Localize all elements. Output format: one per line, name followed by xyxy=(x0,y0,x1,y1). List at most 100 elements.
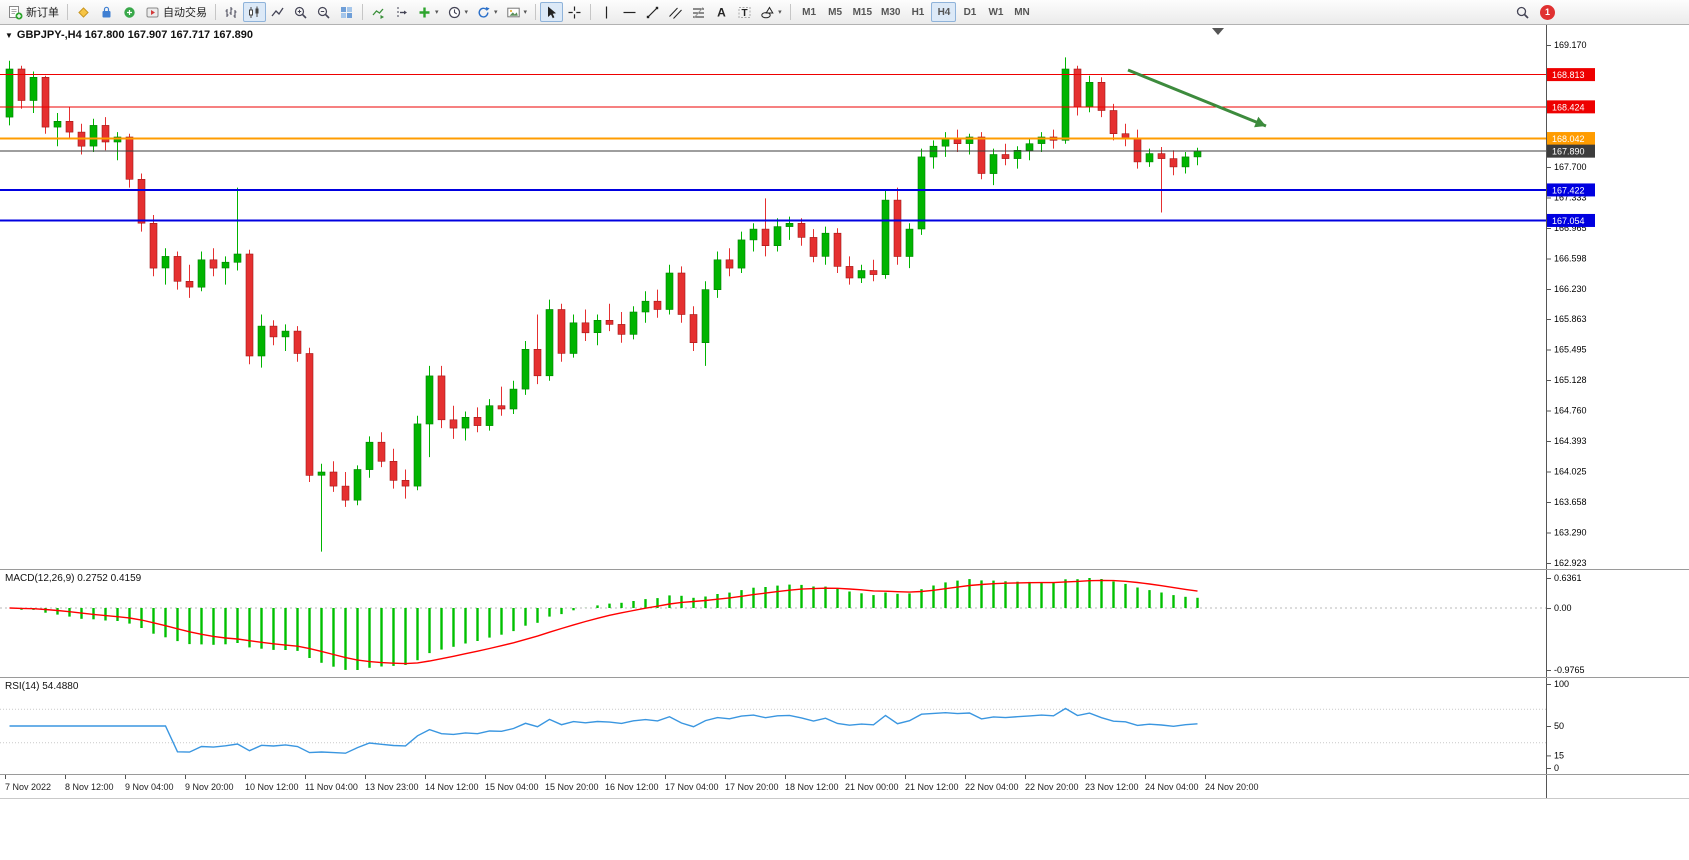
cursor-button[interactable] xyxy=(540,2,564,22)
timeframe-h1-button[interactable]: H1 xyxy=(911,6,925,18)
price-tick-label: 163.290 xyxy=(1554,528,1587,538)
candle-body xyxy=(713,259,722,291)
time-axis-canvas: 7 Nov 2022 8 Nov 12:00 9 Nov 04:00 9 Nov 20… xyxy=(5,775,1547,798)
time-tick-label: 9 Nov 20:00 xyxy=(185,782,234,792)
bar-chart-button[interactable] xyxy=(220,2,243,22)
fibonacci-button[interactable] xyxy=(687,2,710,22)
price-tick-label: 165.495 xyxy=(1554,345,1587,355)
candle-body xyxy=(5,68,14,118)
horizontal-line-button[interactable] xyxy=(618,2,641,22)
price-tick-label: 166.965 xyxy=(1554,223,1587,233)
bid-price-tag xyxy=(1547,144,1595,158)
tile-windows-button[interactable] xyxy=(335,2,358,22)
level-price-tag xyxy=(1547,68,1595,82)
candlestick-chart-button[interactable] xyxy=(243,2,266,22)
candle-body xyxy=(905,228,914,257)
channel-button[interactable] xyxy=(664,2,687,22)
new-order-button[interactable]: 新订单 xyxy=(4,2,63,22)
candle-body xyxy=(1025,143,1034,151)
text-button[interactable]: A xyxy=(710,2,733,22)
timeframe-m30-button[interactable]: M30 xyxy=(881,6,901,18)
level-price-tag xyxy=(1547,100,1595,114)
cursor-icon xyxy=(544,5,559,20)
zoom-out-button[interactable] xyxy=(312,2,335,22)
indicators-button[interactable]: ▾ xyxy=(413,2,443,22)
crosshair-icon xyxy=(567,5,582,20)
price-tick-label: 165.863 xyxy=(1554,314,1587,324)
candle-body xyxy=(581,322,590,334)
time-tick-label: 21 Nov 12:00 xyxy=(905,782,959,792)
candle-body xyxy=(281,330,290,338)
candle-body xyxy=(437,375,446,421)
price-tick-label: 164.393 xyxy=(1554,436,1587,446)
periods-button[interactable]: ▾ xyxy=(443,2,473,22)
candle-body xyxy=(677,272,686,315)
zoom-in-button[interactable] xyxy=(289,2,312,22)
snapshot-button[interactable]: ▾ xyxy=(502,2,532,22)
macd-label: MACD(12,26,9) 0.2752 0.4159 xyxy=(5,573,142,584)
rsi-canvas[interactable]: 100 50 15 0 xyxy=(0,678,1689,775)
trend-arrow-head xyxy=(1254,116,1266,128)
signals-button[interactable] xyxy=(118,2,141,22)
market-icon xyxy=(99,5,114,20)
search-button[interactable] xyxy=(1511,2,1534,22)
bar-chart-icon xyxy=(224,5,239,20)
symbol-dropdown-icon[interactable]: ▼ xyxy=(5,30,13,40)
rsi-tick-label: 15 xyxy=(1554,750,1564,760)
timeframe-m1-button[interactable]: M1 xyxy=(802,6,817,18)
rsi-panel[interactable]: 100 50 15 0 RSI(14) 54.4880 xyxy=(0,678,1689,775)
timeframe-h4-button[interactable]: H4 xyxy=(931,2,957,22)
timeframe-w1-button[interactable]: W1 xyxy=(988,6,1004,18)
auto-trading-button[interactable]: 自动交易 xyxy=(141,2,211,22)
line-chart-button[interactable] xyxy=(266,2,289,22)
timeframe-m5-button[interactable]: M5 xyxy=(828,6,843,18)
level-price-tag xyxy=(1547,183,1595,197)
vertical-line-icon xyxy=(599,5,614,20)
candle-body xyxy=(65,121,74,133)
text-label-button[interactable]: T xyxy=(733,2,756,22)
metaeditor-button[interactable] xyxy=(72,2,95,22)
candle-body xyxy=(557,309,566,354)
candle-body xyxy=(749,228,758,241)
time-axis[interactable]: 7 Nov 2022 8 Nov 12:00 9 Nov 04:00 9 Nov 20… xyxy=(0,775,1689,799)
main-chart-canvas[interactable]: 169.170168.803168.435168.068167.700167.3… xyxy=(0,25,1689,570)
auto-scroll-button[interactable] xyxy=(367,2,390,22)
price-tick-label: 163.658 xyxy=(1554,497,1587,507)
templates-button[interactable]: ▾ xyxy=(472,2,502,22)
market-button[interactable] xyxy=(95,2,118,22)
macd-panel[interactable]: 0.6361 0.00 -0.9765 MACD(12,26,9) 0.2752 0… xyxy=(0,570,1689,678)
candle-body xyxy=(101,125,110,143)
chart-shift-button[interactable] xyxy=(390,2,413,22)
auto-trading-icon xyxy=(145,5,160,20)
timeframe-m15-button[interactable]: M15 xyxy=(852,6,873,18)
candle-body xyxy=(617,324,626,335)
rsi-tick-label: 50 xyxy=(1554,721,1564,731)
candle-body xyxy=(797,223,806,238)
timeframe-d1-button[interactable]: D1 xyxy=(963,6,977,18)
candle-body xyxy=(161,256,170,269)
candle-body xyxy=(449,419,458,429)
metaeditor-icon xyxy=(76,5,91,20)
shapes-button[interactable]: ▾ xyxy=(756,2,786,22)
price-tick-label: 166.230 xyxy=(1554,284,1587,294)
zoom-out-icon xyxy=(316,5,331,20)
candle-body xyxy=(461,416,470,429)
vertical-line-button[interactable] xyxy=(595,2,618,22)
rsi-tick-label: 0 xyxy=(1554,763,1559,773)
trendline-button[interactable] xyxy=(641,2,664,22)
time-tick-label: 17 Nov 20:00 xyxy=(725,782,779,792)
time-tick-label: 13 Nov 23:00 xyxy=(365,782,419,792)
timeframe-mn-button[interactable]: MN xyxy=(1014,6,1030,18)
time-tick-label: 7 Nov 2022 xyxy=(5,782,51,792)
crosshair-button[interactable] xyxy=(563,2,586,22)
macd-canvas[interactable]: 0.6361 0.00 -0.9765 xyxy=(0,570,1689,678)
candle-body xyxy=(701,289,710,344)
candle-body xyxy=(833,232,842,267)
main-chart-panel[interactable]: 169.170168.803168.435168.068167.700167.3… xyxy=(0,25,1689,570)
candle-body xyxy=(485,405,494,426)
trend-arrow-annotation xyxy=(1127,68,1267,128)
price-tick-label: 166.598 xyxy=(1554,253,1587,263)
notifications-badge[interactable]: 1 xyxy=(1540,4,1555,20)
chart-shift-marker[interactable] xyxy=(1212,28,1224,35)
candle-body xyxy=(389,460,398,481)
